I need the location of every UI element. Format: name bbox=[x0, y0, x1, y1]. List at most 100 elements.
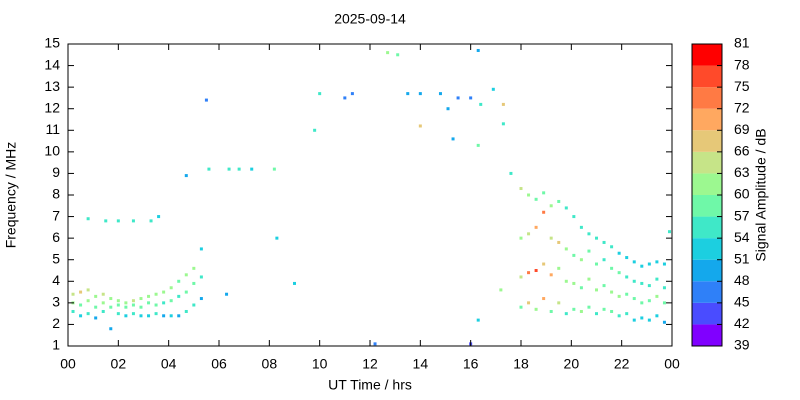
data-point bbox=[647, 299, 651, 303]
data-point bbox=[147, 294, 151, 298]
data-point bbox=[647, 284, 651, 288]
data-point bbox=[109, 297, 113, 301]
data-point bbox=[476, 143, 480, 147]
data-point bbox=[542, 210, 546, 214]
data-point bbox=[94, 294, 98, 298]
data-point bbox=[564, 206, 568, 210]
data-point bbox=[139, 297, 143, 301]
data-point bbox=[184, 273, 188, 277]
data-point bbox=[250, 167, 254, 171]
data-point bbox=[157, 215, 161, 219]
y-tick-label: 11 bbox=[45, 121, 60, 137]
data-point bbox=[557, 266, 561, 270]
data-point bbox=[572, 215, 576, 219]
colorbar-band bbox=[692, 87, 722, 109]
data-point bbox=[479, 102, 483, 106]
data-point bbox=[162, 301, 166, 305]
data-point bbox=[154, 303, 158, 307]
data-point bbox=[207, 167, 211, 171]
data-point bbox=[632, 260, 636, 264]
data-point bbox=[617, 271, 621, 275]
colorbar-band bbox=[692, 216, 722, 239]
colorbar-band bbox=[692, 44, 722, 66]
data-point bbox=[204, 98, 208, 102]
colorbar-band bbox=[692, 324, 722, 346]
data-point bbox=[124, 301, 128, 305]
data-point bbox=[109, 305, 113, 309]
colorbar-band bbox=[692, 302, 722, 325]
data-point bbox=[647, 262, 651, 266]
data-point bbox=[116, 219, 120, 223]
data-point bbox=[519, 275, 523, 279]
data-point bbox=[199, 297, 203, 301]
x-tick-label: 04 bbox=[161, 356, 177, 372]
data-point bbox=[625, 292, 629, 296]
data-point bbox=[131, 299, 135, 303]
data-point bbox=[501, 122, 505, 126]
data-point bbox=[602, 258, 606, 262]
data-point bbox=[549, 309, 553, 313]
data-point bbox=[406, 92, 410, 96]
data-point bbox=[662, 301, 666, 305]
colorbar-tick-label: 81 bbox=[734, 35, 750, 51]
colorbar-tick-label: 66 bbox=[734, 143, 750, 159]
data-point bbox=[655, 277, 659, 281]
data-point bbox=[655, 314, 659, 318]
data-point bbox=[184, 290, 188, 294]
data-point bbox=[587, 305, 591, 309]
data-point bbox=[602, 307, 606, 311]
data-point bbox=[625, 275, 629, 279]
data-point bbox=[534, 307, 538, 311]
data-point bbox=[549, 273, 553, 277]
data-point bbox=[147, 301, 151, 305]
chart-title: 2025-09-14 bbox=[334, 11, 406, 27]
data-point bbox=[101, 309, 105, 313]
data-point bbox=[476, 318, 480, 322]
data-point bbox=[131, 303, 135, 307]
data-point bbox=[94, 305, 98, 309]
x-tick-label: 08 bbox=[262, 356, 278, 372]
data-point bbox=[139, 314, 143, 318]
data-point bbox=[610, 245, 614, 249]
data-point bbox=[667, 230, 671, 234]
data-point bbox=[572, 253, 576, 257]
colorbar-band bbox=[692, 259, 722, 282]
data-point bbox=[564, 312, 568, 316]
data-point bbox=[579, 286, 583, 290]
data-point bbox=[610, 309, 614, 313]
data-point bbox=[647, 318, 651, 322]
data-point bbox=[534, 225, 538, 229]
data-point bbox=[662, 320, 666, 324]
data-point bbox=[662, 262, 666, 266]
x-tick-label: 22 bbox=[614, 356, 630, 372]
data-point bbox=[109, 327, 113, 331]
x-tick-label: 20 bbox=[564, 356, 580, 372]
data-point bbox=[162, 290, 166, 294]
data-point bbox=[86, 288, 90, 292]
colorbar-tick-label: 54 bbox=[734, 229, 750, 245]
data-point bbox=[519, 236, 523, 240]
y-axis-label: Frequency / MHz bbox=[3, 142, 19, 249]
data-point bbox=[617, 251, 621, 255]
data-point bbox=[192, 281, 196, 285]
data-point bbox=[617, 294, 621, 298]
data-point bbox=[199, 275, 203, 279]
data-point bbox=[313, 128, 317, 132]
data-point bbox=[625, 312, 629, 316]
data-point bbox=[527, 271, 531, 275]
data-point bbox=[557, 240, 561, 244]
data-point bbox=[557, 301, 561, 305]
data-point bbox=[519, 187, 523, 191]
data-point bbox=[225, 292, 229, 296]
colorbar-band bbox=[692, 238, 722, 260]
data-point bbox=[542, 262, 546, 266]
y-tick-label: 15 bbox=[44, 35, 60, 51]
data-point bbox=[587, 249, 591, 253]
data-point bbox=[192, 266, 196, 270]
data-point bbox=[595, 236, 598, 240]
data-point bbox=[610, 266, 614, 270]
y-tick-label: 14 bbox=[44, 56, 60, 72]
data-point bbox=[373, 342, 377, 346]
data-point bbox=[71, 309, 75, 313]
